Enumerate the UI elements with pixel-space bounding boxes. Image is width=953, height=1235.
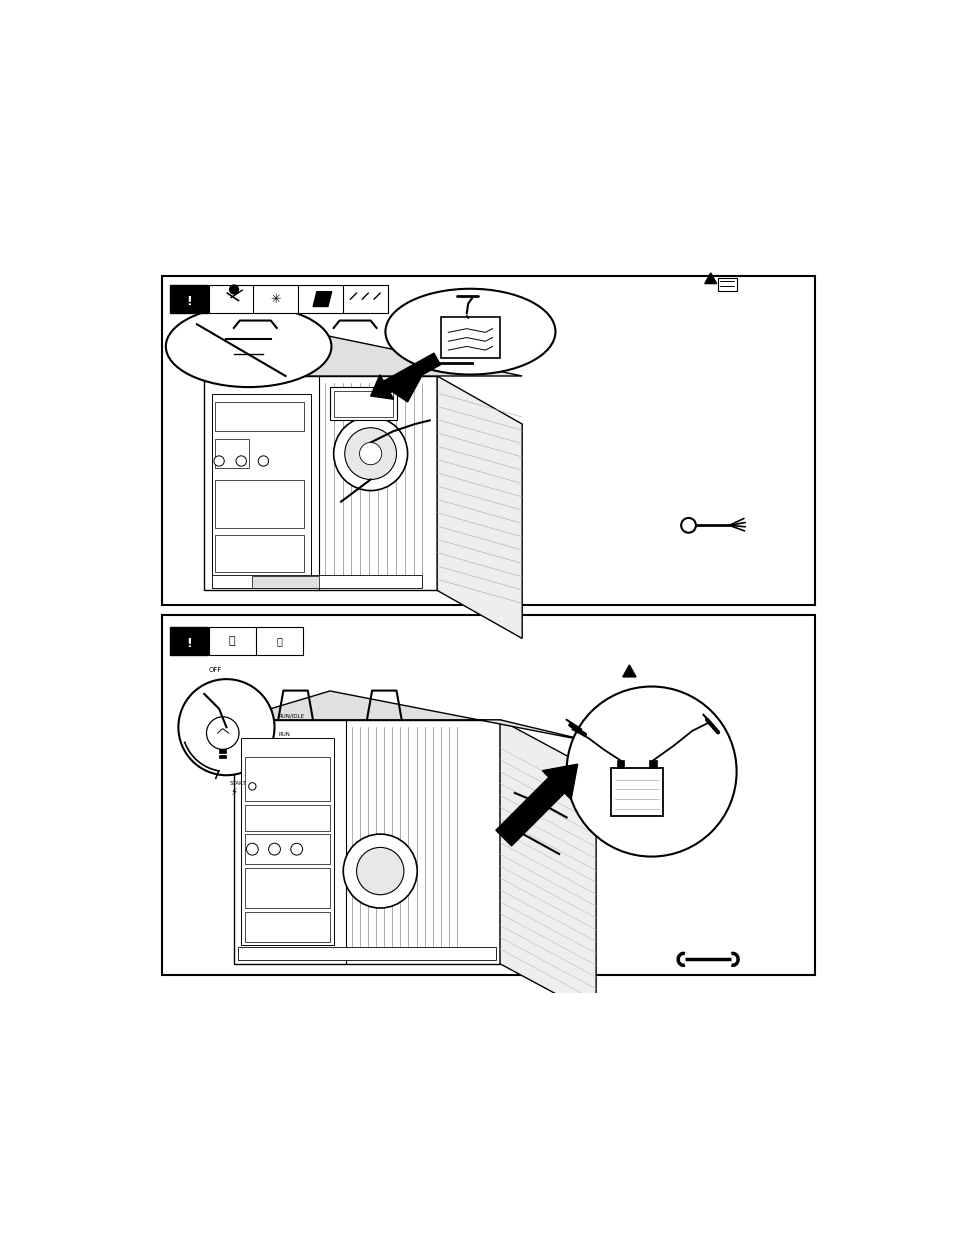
Polygon shape	[622, 664, 636, 677]
Bar	[212, 579, 311, 588]
Bar	[219, 755, 226, 758]
Circle shape	[206, 716, 239, 750]
Bar	[209, 285, 387, 314]
Text: 🔋: 🔋	[229, 636, 235, 646]
Bar	[245, 757, 330, 802]
Bar	[241, 739, 335, 945]
Polygon shape	[175, 630, 202, 653]
Text: RUN: RUN	[278, 732, 290, 737]
Polygon shape	[313, 291, 332, 306]
Bar	[215, 479, 304, 527]
Bar	[440, 317, 499, 357]
Circle shape	[230, 285, 238, 294]
Bar	[219, 748, 226, 753]
Bar	[610, 768, 662, 816]
Ellipse shape	[178, 679, 274, 776]
FancyArrow shape	[370, 353, 440, 399]
Text: !: !	[186, 637, 192, 650]
Circle shape	[334, 416, 407, 490]
Polygon shape	[704, 273, 716, 284]
Circle shape	[246, 844, 258, 855]
Bar	[209, 627, 302, 656]
Bar	[245, 835, 330, 864]
Ellipse shape	[166, 306, 331, 387]
Polygon shape	[204, 375, 436, 590]
Circle shape	[356, 847, 403, 894]
Bar	[330, 387, 396, 420]
Bar	[170, 627, 208, 656]
Text: ⚡: ⚡	[231, 787, 237, 797]
Bar	[245, 911, 330, 941]
Polygon shape	[436, 375, 521, 638]
Bar	[215, 401, 304, 431]
Text: RUN/IDLE: RUN/IDLE	[278, 714, 304, 719]
Text: OFF: OFF	[209, 667, 222, 673]
FancyArrow shape	[496, 764, 577, 846]
Polygon shape	[233, 690, 596, 742]
Circle shape	[291, 844, 302, 855]
Bar	[245, 805, 330, 831]
Bar	[617, 761, 623, 768]
Polygon shape	[499, 720, 596, 1015]
Bar	[237, 947, 496, 960]
Circle shape	[269, 844, 280, 855]
Text: !: !	[186, 295, 192, 308]
Bar	[649, 761, 656, 768]
Polygon shape	[175, 288, 202, 310]
Circle shape	[249, 783, 255, 790]
Text: 👓: 👓	[276, 636, 282, 646]
Circle shape	[359, 442, 381, 464]
Bar	[170, 285, 208, 314]
Bar	[215, 438, 249, 468]
Circle shape	[680, 517, 696, 532]
Bar	[252, 577, 318, 588]
Bar	[245, 868, 330, 908]
Bar	[162, 277, 814, 605]
Ellipse shape	[566, 687, 736, 857]
Circle shape	[213, 456, 224, 466]
Text: START: START	[229, 782, 246, 787]
Text: ✳: ✳	[271, 293, 281, 305]
Bar	[212, 574, 422, 588]
Circle shape	[343, 834, 416, 908]
Polygon shape	[204, 329, 521, 375]
Circle shape	[258, 456, 269, 466]
Bar	[212, 394, 311, 576]
Bar	[215, 535, 304, 572]
Circle shape	[235, 456, 246, 466]
Bar	[334, 390, 393, 416]
Polygon shape	[233, 720, 499, 963]
Bar	[718, 278, 736, 291]
Ellipse shape	[385, 289, 555, 374]
Bar	[162, 615, 814, 974]
Polygon shape	[385, 361, 429, 401]
Circle shape	[344, 427, 396, 479]
